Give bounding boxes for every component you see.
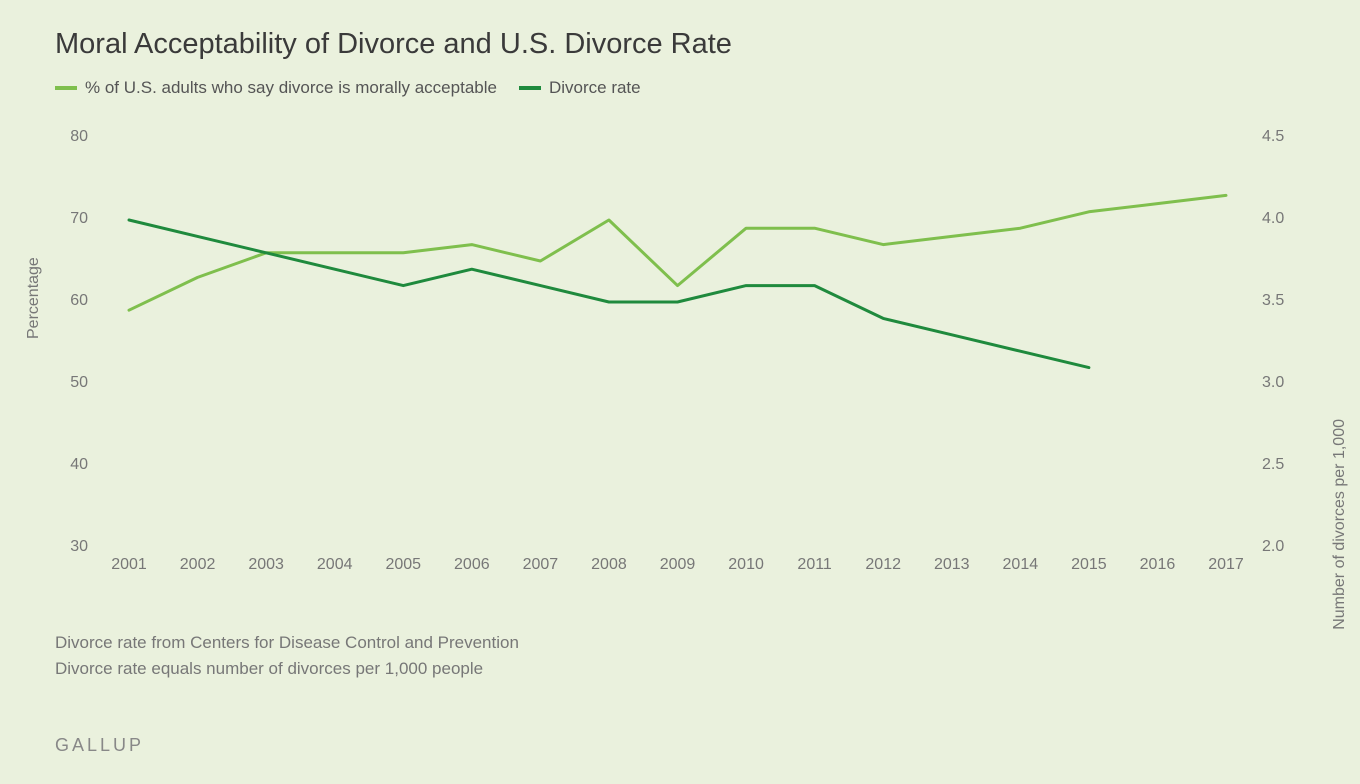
y-axis-right-label: Number of divorces per 1,000 — [1331, 419, 1349, 630]
footnote-1: Divorce rate from Centers for Disease Co… — [55, 630, 519, 656]
legend-label-moral: % of U.S. adults who say divorce is mora… — [85, 78, 497, 98]
x-tick: 2003 — [241, 556, 291, 574]
chart-container: Moral Acceptability of Divorce and U.S. … — [0, 0, 1360, 784]
x-tick: 2008 — [584, 556, 634, 574]
y-tick-left: 50 — [64, 374, 88, 392]
chart-title: Moral Acceptability of Divorce and U.S. … — [55, 28, 732, 61]
x-tick: 2011 — [790, 556, 840, 574]
x-tick: 2015 — [1064, 556, 1114, 574]
y-tick-left: 30 — [64, 538, 88, 556]
plot-area — [95, 138, 1260, 548]
x-tick: 2013 — [927, 556, 977, 574]
x-tick: 2001 — [104, 556, 154, 574]
legend-swatch-moral — [55, 86, 77, 90]
legend-item-moral: % of U.S. adults who say divorce is mora… — [55, 78, 497, 98]
x-tick: 2002 — [173, 556, 223, 574]
x-tick: 2004 — [310, 556, 360, 574]
y-tick-right: 2.0 — [1262, 538, 1292, 556]
x-tick: 2005 — [378, 556, 428, 574]
y-tick-left: 60 — [64, 292, 88, 310]
y-tick-left: 80 — [64, 128, 88, 146]
y-tick-left: 40 — [64, 456, 88, 474]
y-tick-right: 2.5 — [1262, 456, 1292, 474]
x-tick: 2016 — [1132, 556, 1182, 574]
x-tick: 2006 — [447, 556, 497, 574]
x-tick: 2014 — [995, 556, 1045, 574]
y-tick-right: 3.5 — [1262, 292, 1292, 310]
y-tick-right: 3.0 — [1262, 374, 1292, 392]
y-tick-left: 70 — [64, 210, 88, 228]
x-tick: 2017 — [1201, 556, 1251, 574]
series-moral_acceptability — [129, 195, 1226, 310]
x-tick: 2010 — [721, 556, 771, 574]
brand-label: GALLUP — [55, 735, 144, 756]
legend-swatch-rate — [519, 86, 541, 90]
x-tick: 2007 — [515, 556, 565, 574]
y-tick-right: 4.0 — [1262, 210, 1292, 228]
legend: % of U.S. adults who say divorce is mora… — [55, 78, 641, 98]
x-tick: 2009 — [653, 556, 703, 574]
y-axis-left-label: Percentage — [25, 257, 43, 339]
legend-item-rate: Divorce rate — [519, 78, 641, 98]
y-tick-right: 4.5 — [1262, 128, 1292, 146]
series-divorce_rate — [129, 220, 1089, 368]
x-tick: 2012 — [858, 556, 908, 574]
legend-label-rate: Divorce rate — [549, 78, 641, 98]
footnote-2: Divorce rate equals number of divorces p… — [55, 656, 483, 682]
